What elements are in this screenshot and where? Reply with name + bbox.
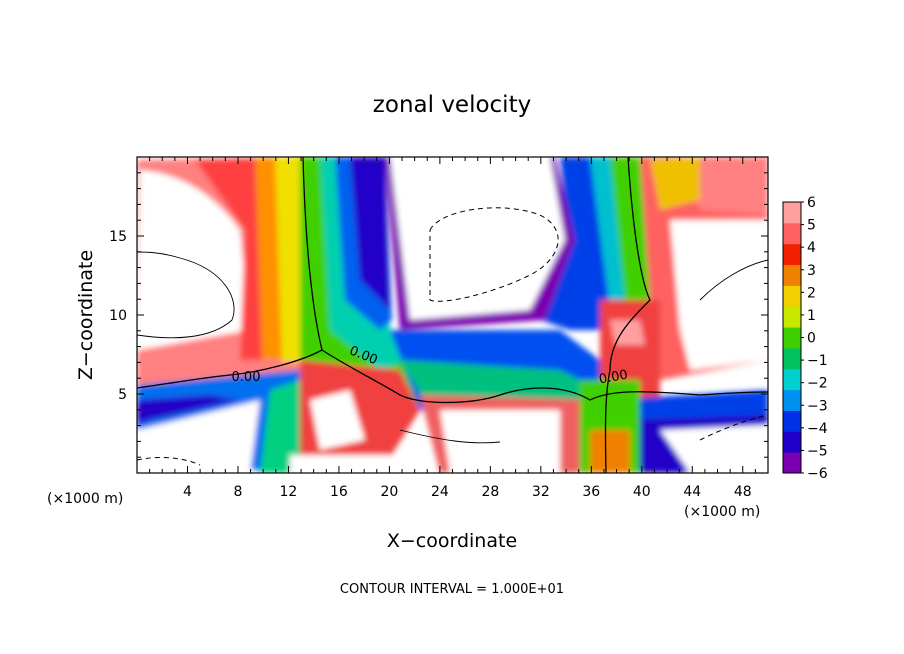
colorbar-swatch [783,431,801,453]
x-unit-label-right: (×1000 m) [684,504,760,520]
y-tick-label: 15 [109,229,127,245]
contour-interval-note: CONTOUR INTERVAL = 1.000E+01 [340,582,564,597]
x-axis-label: X−coordinate [387,530,517,552]
colorbar-label: 5 [807,218,816,234]
colorbar-swatch [783,243,801,266]
velocity-field [137,157,768,473]
colorbar-swatch [783,347,801,370]
colorbar-label: 3 [807,263,816,279]
y-axis-ticks: 5 10 15 [109,172,768,458]
y-axis-label: Z−coordinate [75,250,97,380]
colorbar-label: −6 [807,466,828,482]
colorbar: 6 5 4 3 2 1 0 −1 −2 −3 −4 −5 −6 [782,195,828,482]
x-tick-label: 20 [380,484,398,500]
contour-label: 0.00 [232,370,261,385]
y-tick-label: 10 [109,308,127,324]
colorbar-swatch [783,368,801,391]
x-unit-label-left: (×1000 m) [47,491,123,507]
colorbar-swatch [783,202,801,224]
colorbar-swatch [783,285,801,307]
x-tick-label: 28 [481,484,499,500]
x-tick-label: 48 [734,484,752,500]
x-tick-label: 36 [582,484,600,500]
x-tick-label: 44 [683,484,701,500]
colorbar-swatch [783,389,801,411]
colorbar-label: 1 [807,308,816,324]
colorbar-swatch [783,452,801,474]
colorbar-label: −5 [807,443,828,459]
x-axis-ticks: 4 8 12 16 20 24 28 32 36 40 44 48 [149,157,756,500]
colorbar-swatch [783,222,801,245]
colorbar-label: 4 [807,240,816,256]
colorbar-label: −2 [807,376,828,392]
colorbar-label: 6 [807,195,816,211]
colorbar-label: −4 [807,421,828,437]
y-tick-label: 5 [118,387,127,403]
x-tick-label: 4 [183,484,192,500]
x-tick-label: 8 [233,484,242,500]
colorbar-label: −1 [807,353,828,369]
colorbar-label: 0 [807,331,816,347]
colorbar-swatch [783,306,801,328]
chart-title: zonal velocity [373,92,531,118]
x-tick-label: 16 [330,484,348,500]
colorbar-swatch [783,410,801,432]
x-tick-label: 24 [431,484,449,500]
contour-label: 0.00 [598,368,629,388]
colorbar-label: −3 [807,398,828,414]
x-tick-label: 40 [633,484,651,500]
colorbar-label: 2 [807,285,816,301]
x-tick-label: 12 [280,484,298,500]
x-tick-label: 32 [532,484,550,500]
colorbar-swatch [783,264,801,286]
contour-lines [137,157,768,473]
colorbar-swatch [783,327,801,349]
